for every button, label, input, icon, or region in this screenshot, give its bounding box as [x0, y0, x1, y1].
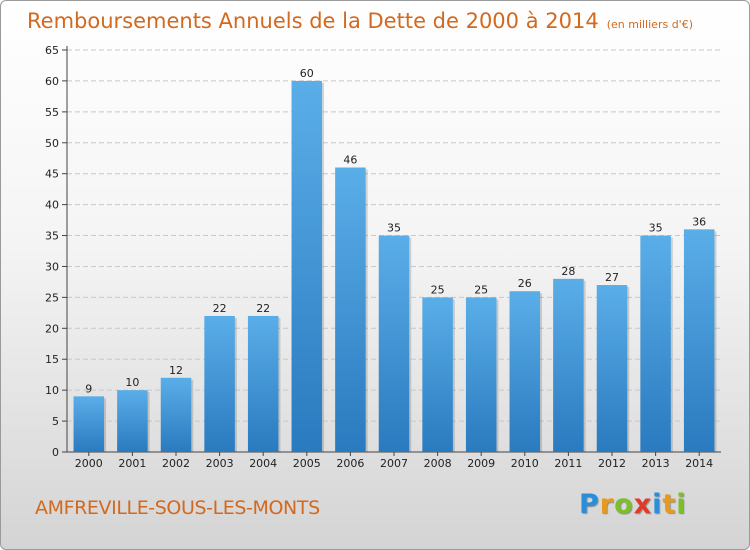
x-tick-label: 2000 [75, 457, 103, 470]
bar [422, 297, 453, 452]
bar-value-label: 27 [605, 271, 619, 284]
bar [509, 291, 541, 452]
x-tick-label: 2002 [162, 457, 190, 470]
bar [683, 229, 715, 452]
y-tick-label: 15 [45, 353, 59, 366]
y-tick-label: 50 [45, 137, 59, 150]
y-tick-label: 5 [52, 415, 59, 428]
x-tick-label: 2012 [598, 457, 626, 470]
bar-value-label: 35 [387, 222, 401, 235]
labels: 9 2000 10 2001 12 2002 22 2003 22 2004 60 2005 46 200… [75, 67, 713, 470]
x-tick-label: 2001 [118, 457, 146, 470]
bar-value-label: 28 [561, 265, 575, 278]
y-tick-label: 30 [45, 260, 59, 273]
commune-name: AMFREVILLE-SOUS-LES-MONTS [35, 497, 320, 519]
bar-value-label: 10 [125, 376, 139, 389]
y-tick-label: 0 [52, 446, 59, 459]
y-tick-label: 65 [45, 44, 59, 57]
y-tick-label: 45 [45, 168, 59, 181]
y-tick-label: 55 [45, 106, 59, 119]
y-tick-label: 20 [45, 322, 59, 335]
bar-value-label: 60 [300, 67, 314, 80]
logo-letter: o [614, 489, 634, 520]
bar-value-label: 46 [343, 154, 357, 167]
bar [204, 315, 235, 452]
y-tick-label: 60 [45, 75, 59, 88]
x-tick-label: 2009 [467, 457, 495, 470]
bar [640, 235, 671, 452]
y-tick-label: 25 [45, 291, 59, 304]
chart-title-text: Remboursements Annuels de la Dette de 20… [27, 9, 599, 33]
chart-title: Remboursements Annuels de la Dette de 20… [27, 9, 693, 33]
x-tick-label: 2007 [380, 457, 408, 470]
y-tick-label: 10 [45, 384, 59, 397]
x-tick-label: 2005 [293, 457, 321, 470]
bar-value-label: 12 [169, 364, 183, 377]
logo-letter: t [662, 489, 677, 520]
bar [335, 167, 366, 452]
logo-letter: x [633, 489, 653, 520]
x-tick-label: 2010 [511, 457, 539, 470]
bar-value-label: 25 [431, 283, 445, 296]
bars [73, 80, 717, 452]
bar [291, 80, 323, 452]
bar [160, 377, 192, 452]
bar [247, 315, 279, 452]
x-tick-label: 2014 [685, 457, 713, 470]
x-tick-label: 2011 [554, 457, 582, 470]
bar [596, 285, 628, 452]
bar-value-label: 26 [518, 277, 532, 290]
bar-chart: 0 5 10 15 20 25 30 35 40 45 50 55 60 65 9 2000 10 2001 12… [45, 44, 721, 470]
bar-value-label: 36 [692, 215, 706, 228]
bar [553, 278, 584, 452]
bar-value-label: 35 [649, 222, 663, 235]
x-tick-label: 2003 [206, 457, 234, 470]
bar [117, 390, 148, 452]
proxiti-logo: Proxiti [579, 489, 687, 520]
y-tick-label: 40 [45, 199, 59, 212]
x-tick-label: 2006 [336, 457, 364, 470]
logo-letter: P [579, 489, 600, 520]
logo-letter: r [599, 489, 615, 520]
x-tick-label: 2013 [642, 457, 670, 470]
bar-value-label: 9 [85, 382, 92, 395]
chart-subtitle: (en milliers d'€) [606, 18, 693, 31]
bar-value-label: 22 [256, 302, 270, 315]
bar-value-label: 22 [213, 302, 227, 315]
bar [465, 297, 497, 452]
bar [73, 396, 105, 452]
y-tick-label: 35 [45, 230, 59, 243]
bar-value-label: 25 [474, 283, 488, 296]
x-tick-label: 2004 [249, 457, 277, 470]
logo-letter: i [652, 489, 663, 520]
logo-letter: i [676, 489, 687, 520]
bar [378, 235, 410, 452]
x-tick-label: 2008 [424, 457, 452, 470]
